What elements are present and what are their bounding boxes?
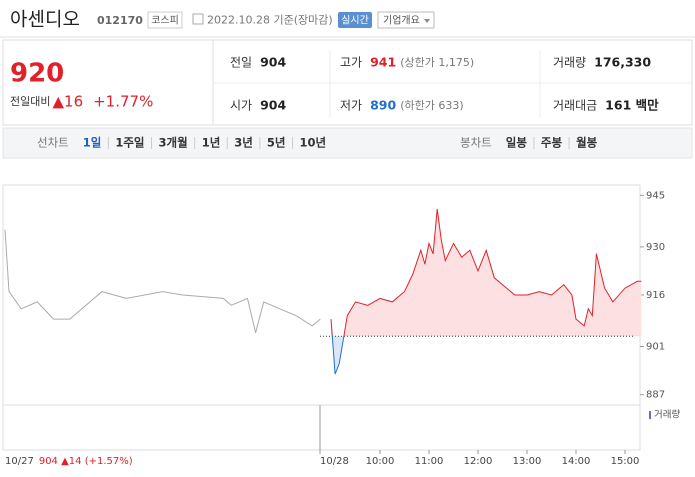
stat-label: 저가 [340, 99, 362, 113]
tab-label: 선차트 [37, 136, 69, 150]
price: 920 [10, 59, 64, 89]
y-tick-label: 930 [646, 242, 665, 253]
volume-label: 거래량 [654, 409, 680, 421]
y-tick-label: 945 [646, 190, 665, 201]
prev-summary: 904 ▲14 (+1.57%) [39, 456, 133, 467]
market: 코스피 [151, 15, 179, 27]
stat-value: 904 [260, 98, 286, 113]
change: ▲16 [52, 93, 83, 111]
tab-period[interactable]: 월봉 [576, 136, 598, 150]
stat-note: (상한가 1,175) [400, 56, 474, 69]
y-tick-label: 916 [646, 290, 665, 301]
prev-date: 10/27 [5, 456, 34, 467]
stat-note: (하한가 633) [400, 98, 463, 112]
stat-value: 941 [370, 55, 396, 70]
overview[interactable]: 기업개요 [383, 14, 420, 27]
y-tick-label: 887 [646, 390, 665, 401]
x-tick-label: 13:00 [513, 456, 542, 467]
stat-value: 176,330 [594, 55, 651, 70]
volume-area [2, 404, 641, 451]
realtime-badge[interactable] [338, 12, 372, 28]
tab-period[interactable]: 1주일 [115, 136, 144, 150]
tab-period[interactable]: 3개월 [159, 136, 188, 150]
stat-value: 904 [260, 55, 286, 70]
prev-day-line [4, 229, 321, 333]
x-tick-label: 15:00 [611, 456, 640, 467]
stat-label: 시가 [230, 99, 252, 113]
area-up [331, 209, 642, 335]
realtime[interactable]: 실시간 [341, 15, 369, 27]
tab-period[interactable]: 10년 [299, 136, 326, 150]
x-tick-label: 14:00 [562, 456, 591, 467]
y-tick-label: 901 [646, 342, 665, 353]
stat-label: 거래량 [553, 56, 586, 70]
today-date: 10/28 [320, 456, 349, 467]
tab-period[interactable]: 주봉 [541, 136, 563, 150]
date: 2022.10.28 기준(장마감) [207, 14, 333, 27]
stat-value: 161 백만 [605, 98, 659, 113]
stat-label: 거래대금 [553, 99, 597, 113]
change-label: 전일대비 [10, 94, 50, 108]
tab-bar [2, 127, 693, 159]
overview-button[interactable] [377, 11, 435, 29]
tab-period[interactable]: 일봉 [506, 136, 528, 150]
tab-label: 봉차트 [460, 136, 492, 150]
tab-period[interactable]: 3년 [234, 136, 253, 150]
stat-value: 890 [370, 98, 396, 113]
dropdown-icon [424, 19, 430, 23]
stock-name: 아센디오 [10, 9, 80, 31]
x-tick-label: 10:00 [366, 456, 395, 467]
stat-label: 전일 [230, 56, 252, 70]
market-badge [147, 11, 183, 29]
price-line-up [330, 209, 642, 335]
volume-legend-icon [649, 411, 651, 419]
tab-period[interactable]: 1일 [83, 136, 102, 150]
tab-period[interactable]: 5년 [267, 136, 286, 150]
x-tick-label: 12:00 [464, 456, 493, 467]
tab-period[interactable]: 1년 [202, 136, 221, 150]
x-tick-label: 11:00 [415, 456, 444, 467]
change-pct: +1.77% [93, 93, 153, 111]
stock-code: 012170 [97, 14, 143, 27]
calendar-icon [192, 13, 204, 25]
stat-label: 고가 [340, 56, 362, 70]
